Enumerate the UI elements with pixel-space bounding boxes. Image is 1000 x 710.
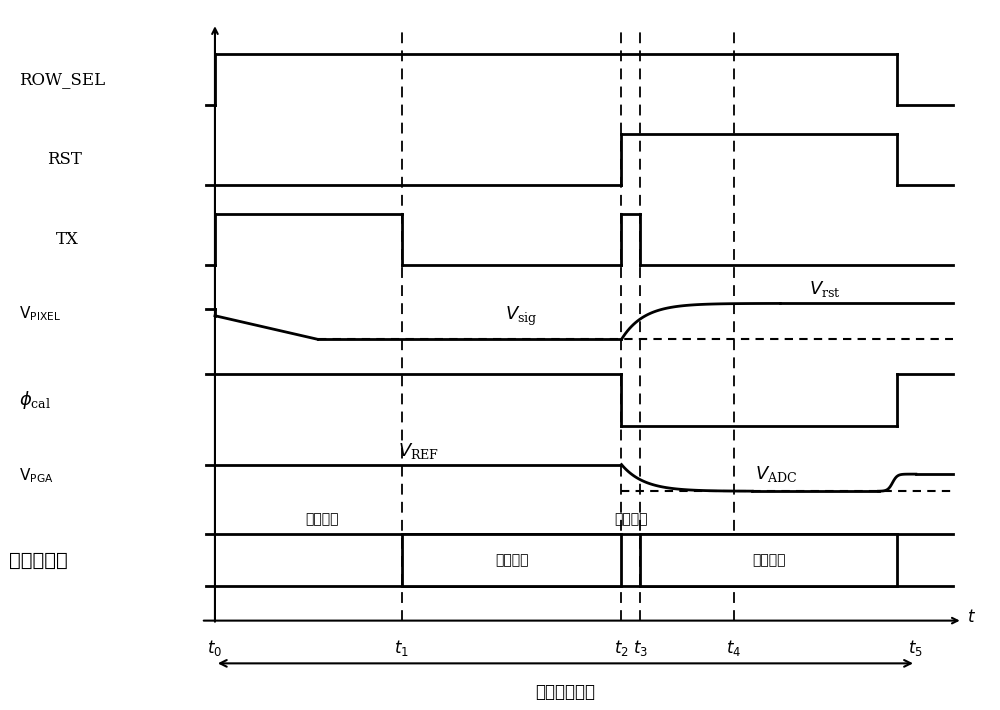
Text: 模数转换: 模数转换 bbox=[752, 553, 785, 567]
Text: $t_4$: $t_4$ bbox=[726, 638, 741, 657]
Text: 一行转换时间: 一行转换时间 bbox=[535, 683, 595, 701]
Text: $V_{\mathregular{sig}}$: $V_{\mathregular{sig}}$ bbox=[505, 305, 537, 327]
Text: 模数采样: 模数采样 bbox=[614, 513, 648, 527]
Bar bbox=[402, 535, 621, 586]
Text: $V_{\mathregular{rst}}$: $V_{\mathregular{rst}}$ bbox=[809, 280, 841, 300]
Text: $V_{\mathregular{REF}}$: $V_{\mathregular{REF}}$ bbox=[398, 441, 439, 461]
Bar bbox=[640, 535, 897, 586]
Text: 模数采样: 模数采样 bbox=[306, 513, 339, 527]
Text: $\mathrm{V}_{\mathrm{PIXEL}}$: $\mathrm{V}_{\mathrm{PIXEL}}$ bbox=[19, 305, 61, 323]
Text: $V_{\mathregular{ADC}}$: $V_{\mathregular{ADC}}$ bbox=[755, 464, 797, 484]
Text: $t_0$: $t_0$ bbox=[207, 638, 223, 657]
Text: $\phi_{\mathregular{cal}}$: $\phi_{\mathregular{cal}}$ bbox=[19, 389, 51, 411]
Text: 模数转换器: 模数转换器 bbox=[9, 550, 68, 569]
Text: ROW_SEL: ROW_SEL bbox=[19, 71, 105, 88]
Text: TX: TX bbox=[56, 231, 79, 248]
Text: $t_3$: $t_3$ bbox=[633, 638, 648, 657]
Text: 模数转换: 模数转换 bbox=[495, 553, 528, 567]
Text: $t_1$: $t_1$ bbox=[394, 638, 409, 657]
Text: RST: RST bbox=[47, 151, 82, 168]
Text: $t_5$: $t_5$ bbox=[908, 638, 923, 657]
Text: $t_2$: $t_2$ bbox=[614, 638, 629, 657]
Text: $\mathrm{V}_{\mathrm{PGA}}$: $\mathrm{V}_{\mathrm{PGA}}$ bbox=[19, 466, 53, 486]
Text: $t$: $t$ bbox=[967, 609, 976, 626]
